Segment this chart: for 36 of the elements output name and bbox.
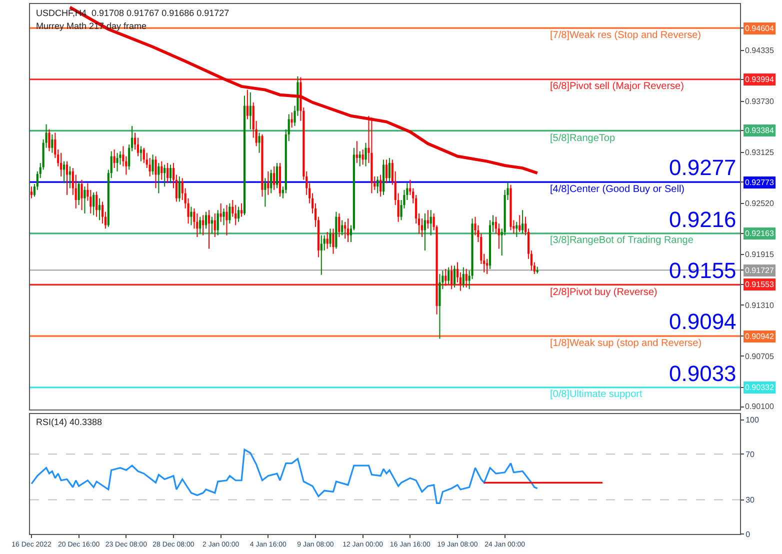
y-tick-label: 0.91310: [745, 301, 774, 310]
ref-line-label: [6/8]Pivot sell (Major Reverse): [550, 81, 684, 92]
y-tick-label: 100: [746, 416, 760, 425]
y-tick-label: 0.91727: [745, 266, 774, 275]
y-tick-label: 0.92163: [745, 229, 774, 238]
annotation: 0.9216: [669, 207, 736, 232]
chart-title: RSI(14) 40.3388: [36, 417, 102, 427]
ref-line-label: [4/8]Center (Good Buy or Sell): [550, 184, 685, 195]
y-tick-label: 0.93730: [745, 97, 774, 106]
y-tick-label: 30: [746, 496, 756, 505]
y-tick-label: 0.94335: [745, 46, 774, 55]
line-series: [30, 448, 538, 504]
y-tick-label: 0.90705: [745, 352, 774, 361]
ref-line-label: [1/8]Weak sup (stop and Reverse): [550, 338, 702, 349]
y-tick-label: 0.93125: [745, 148, 774, 157]
ref-line-label: [2/8]Pivot buy (Reverse): [550, 287, 658, 298]
annotation: 0.9155: [669, 258, 736, 283]
y-tick-label: 0.90100: [745, 402, 774, 411]
y-tick-label: 0: [746, 530, 751, 539]
y-tick-label: 0.90332: [745, 383, 774, 392]
y-tick-label: 0.91553: [745, 280, 774, 289]
y-tick-label: 70: [746, 450, 756, 459]
ref-line-label: [3/8]RangeBot of Trading Range: [550, 235, 694, 246]
ref-line-label: [7/8]Weak res (Stop and Reverse): [550, 30, 701, 41]
y-tick-label: 0.91915: [745, 250, 774, 259]
y-tick-label: 0.93994: [745, 75, 774, 84]
annotation: 0.9094: [669, 309, 736, 334]
y-tick-label: 0.93384: [745, 126, 774, 135]
annotation: 0.9277: [669, 155, 736, 180]
y-tick-label: 0.92773: [745, 178, 774, 187]
y-tick-label: 0.94604: [745, 24, 774, 33]
ref-line-label: [0/8]Ultimate support: [550, 389, 642, 400]
annotation: 0.9033: [669, 361, 736, 386]
y-tick-label: 0.90942: [745, 332, 774, 341]
y-tick-label: 0.92520: [745, 199, 774, 208]
ref-line-label: [5/8]RangeTop: [550, 133, 616, 144]
